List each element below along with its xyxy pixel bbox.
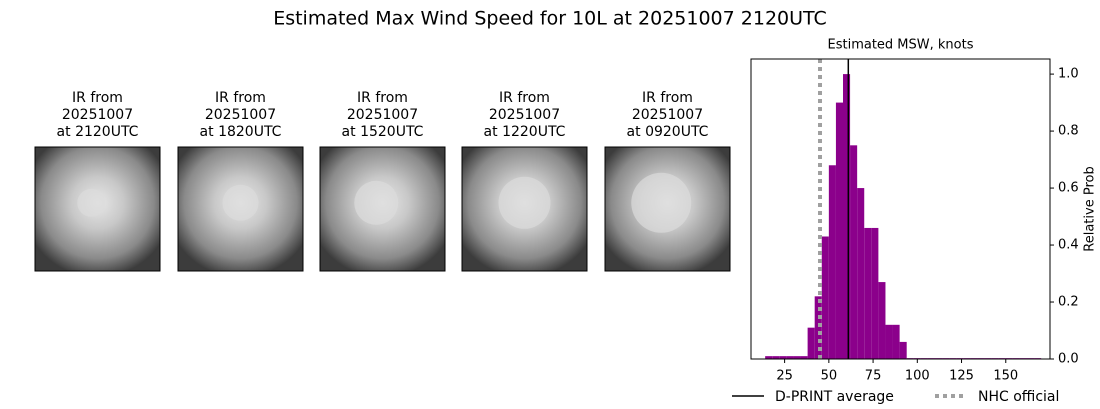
image-caption: at 2120UTC — [57, 124, 139, 140]
cloud-core — [77, 188, 106, 217]
histogram-bar — [793, 356, 801, 359]
x-tick-label: 150 — [993, 369, 1018, 384]
image-caption: 20251007 — [62, 107, 133, 123]
image-caption: IR from — [72, 90, 123, 106]
image-caption: 20251007 — [347, 107, 418, 123]
image-caption: at 1820UTC — [200, 124, 282, 140]
histogram-bar — [786, 356, 794, 359]
histogram-bar — [843, 74, 851, 359]
histogram-bar — [850, 145, 858, 359]
plot-frame — [750, 58, 1051, 360]
y-tick-label: 1.0 — [1058, 67, 1079, 82]
image-caption: IR from — [215, 90, 266, 106]
figure-title: Estimated Max Wind Speed for 10L at 2025… — [273, 8, 827, 30]
histogram-bar — [807, 327, 815, 359]
histogram-bar — [878, 282, 886, 359]
x-tick-label: 100 — [905, 369, 930, 384]
cloud-core — [222, 184, 259, 221]
histogram-bar — [885, 324, 893, 359]
image-caption: 20251007 — [489, 107, 560, 123]
histogram-bar — [765, 356, 773, 359]
image-caption: at 1220UTC — [484, 124, 566, 140]
y-tick-label: 0.4 — [1058, 238, 1079, 253]
image-caption: IR from — [357, 90, 408, 106]
chart-title: Estimated MSW, knots — [828, 38, 974, 53]
histogram-bar — [772, 356, 780, 359]
y-tick-label: 0.2 — [1058, 295, 1079, 310]
image-caption: 20251007 — [205, 107, 276, 123]
image-caption: 20251007 — [632, 107, 703, 123]
y-tick-label: 0.6 — [1058, 181, 1079, 196]
histogram-bar — [814, 296, 822, 359]
cloud-core — [631, 172, 692, 233]
histogram-bar — [835, 102, 843, 359]
histogram-bar — [892, 324, 900, 359]
x-tick-label: 75 — [865, 369, 882, 384]
histogram-bar — [871, 227, 879, 359]
y-tick-label: 0.8 — [1058, 124, 1079, 139]
image-caption: IR from — [499, 90, 550, 106]
histogram-bar — [828, 165, 836, 359]
histogram-bar — [864, 227, 872, 359]
x-tick-label: 125 — [949, 369, 974, 384]
x-tick-label: 50 — [821, 369, 838, 384]
image-caption: at 0920UTC — [627, 124, 709, 140]
cloud-core — [498, 176, 551, 229]
y-axis-label: Relative Prob — [1083, 166, 1098, 251]
image-caption: at 1520UTC — [342, 124, 424, 140]
x-tick-label: 25 — [776, 369, 793, 384]
histogram-bar — [899, 341, 907, 359]
y-tick-label: 0.0 — [1058, 352, 1079, 367]
image-caption: IR from — [642, 90, 693, 106]
histogram-bar — [857, 188, 865, 359]
legend-label: D-PRINT average — [775, 389, 894, 405]
cloud-core — [354, 180, 399, 225]
histogram-bar — [800, 356, 808, 359]
histogram-bar — [821, 236, 829, 359]
legend-label: NHC official — [978, 389, 1059, 405]
histogram-bar — [779, 356, 787, 359]
